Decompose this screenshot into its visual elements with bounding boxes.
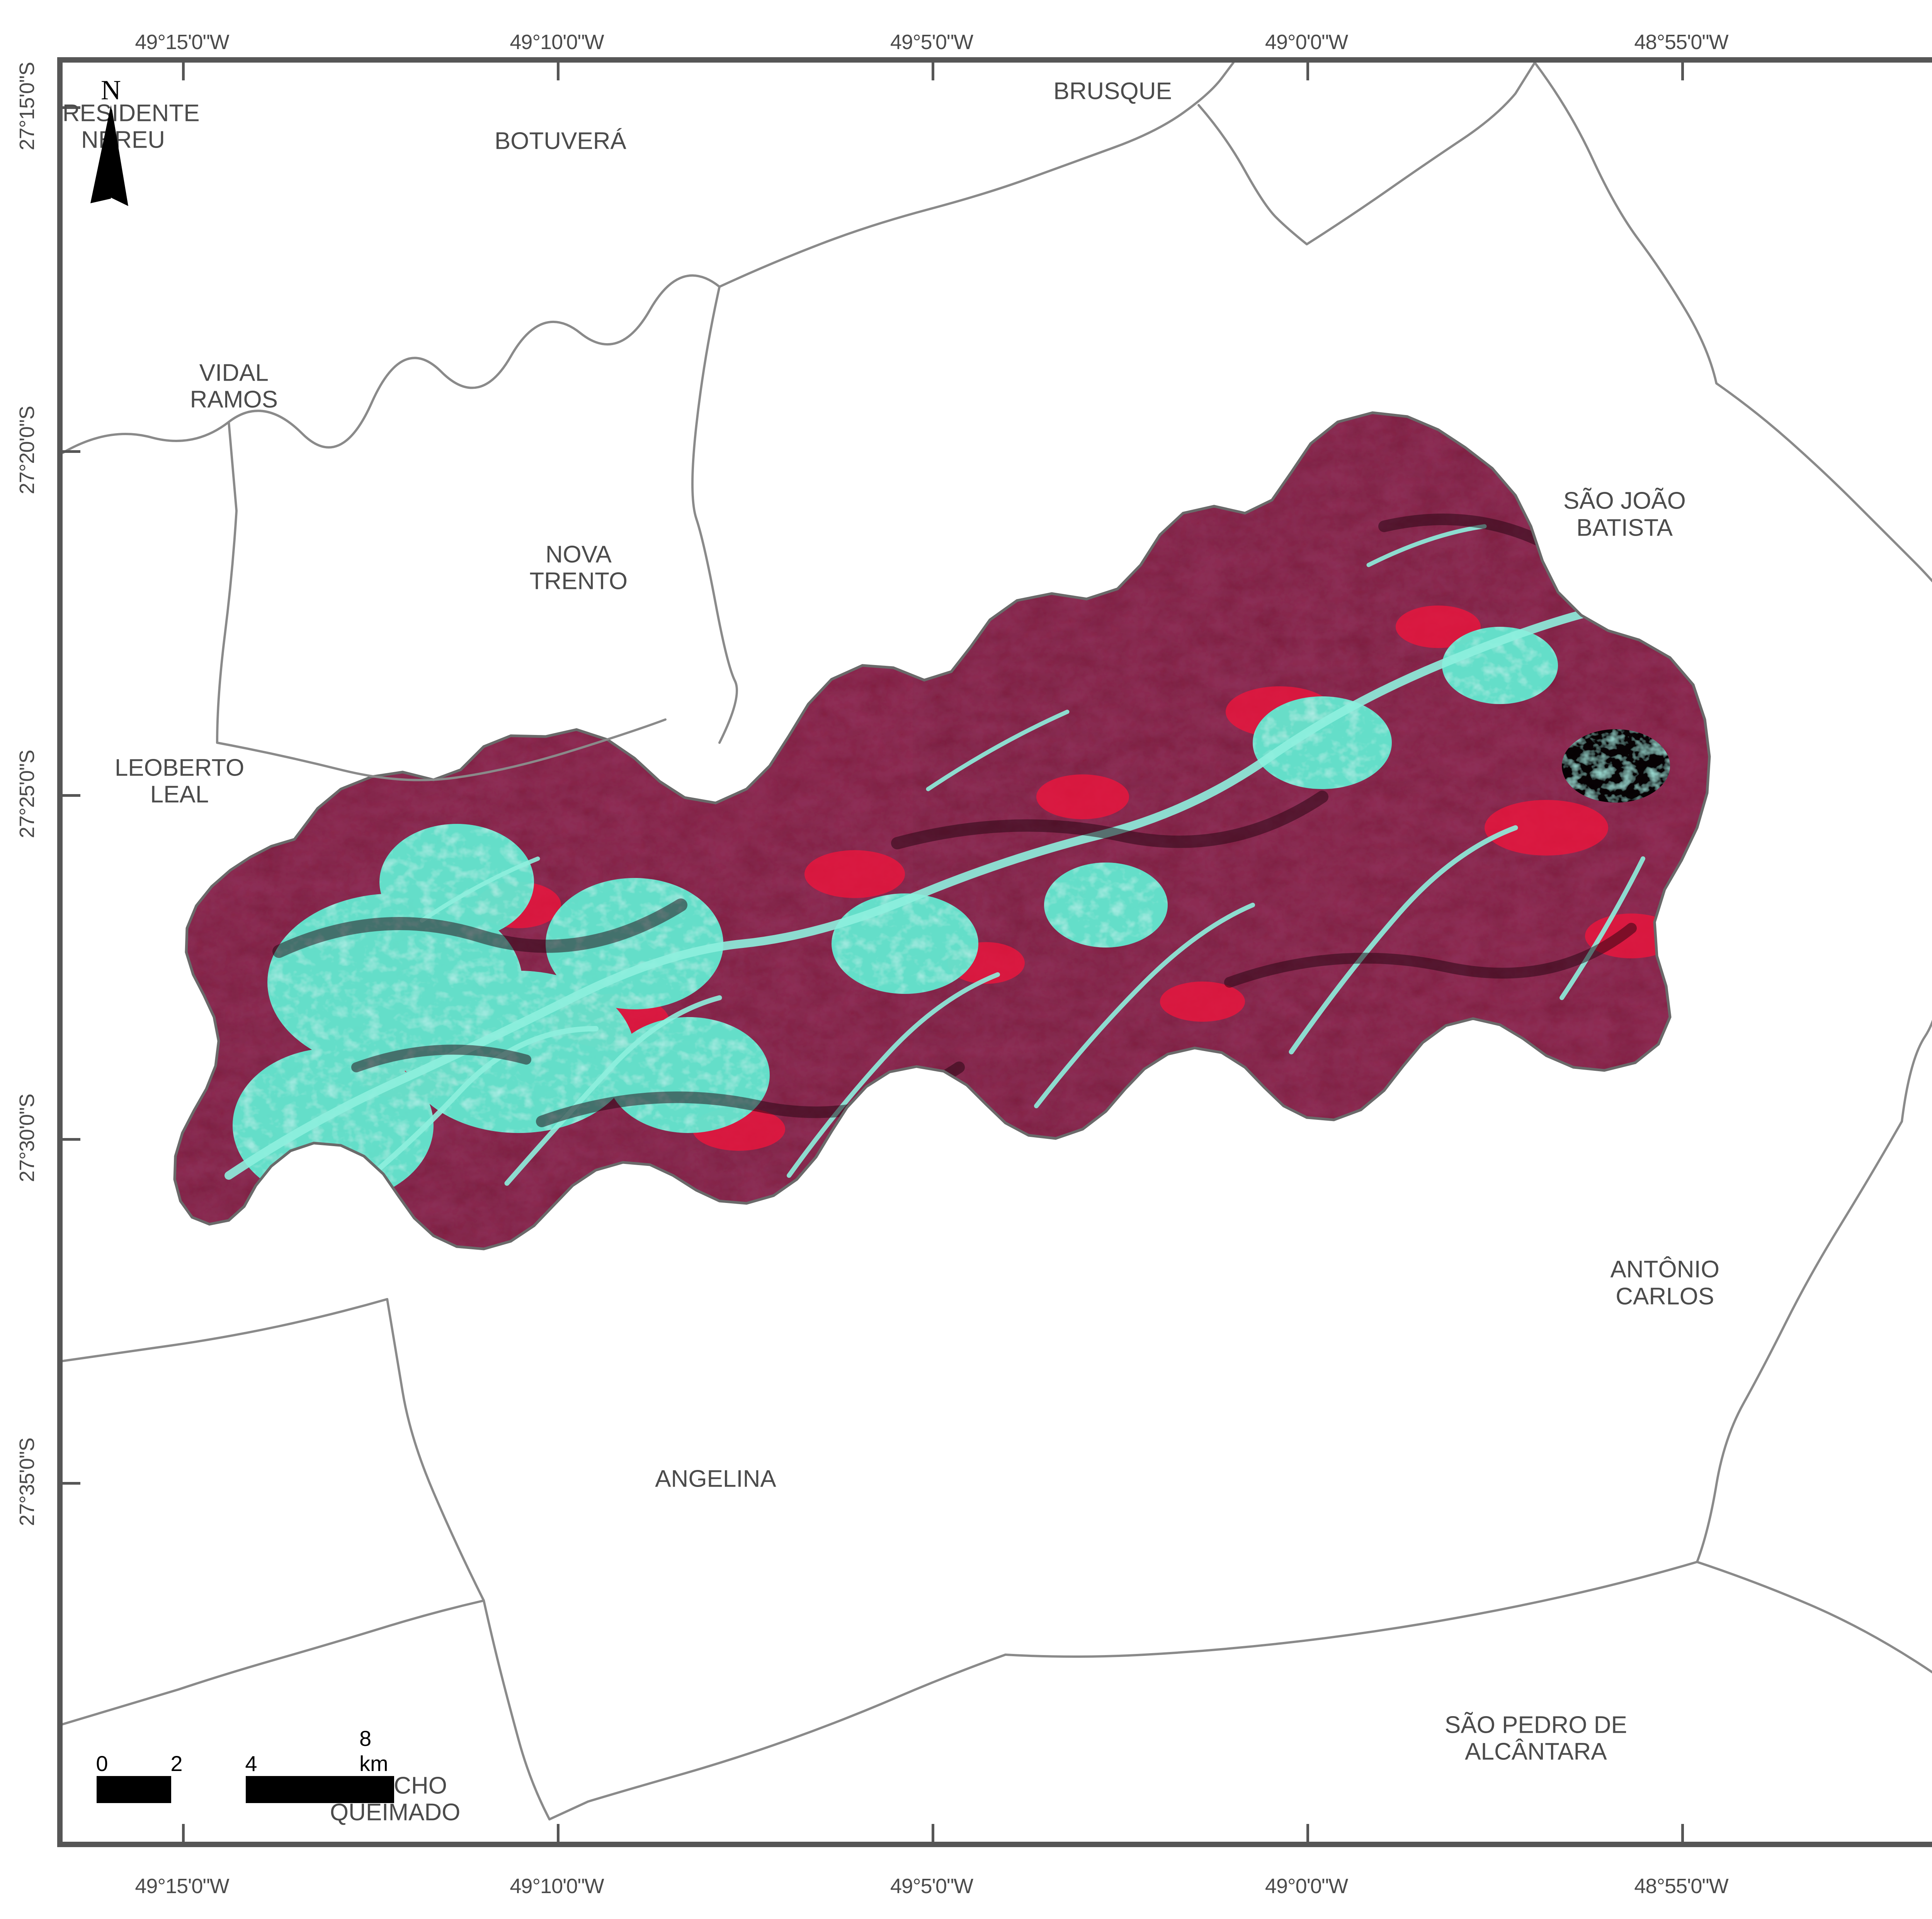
latitude-label-3: 27°25'0"S xyxy=(15,750,39,839)
latitude-label-4: 27°30'0"S xyxy=(15,1094,39,1182)
graticule-tick-left xyxy=(63,1482,80,1485)
longitude-label-top-2: 49°10'0"W xyxy=(510,31,604,54)
satellite-raster xyxy=(63,63,1932,1842)
graticule-tick-bottom xyxy=(932,1824,934,1842)
graticule-tick-bottom xyxy=(1306,1824,1309,1842)
longitude-label-bottom-4: 49°0'0"W xyxy=(1265,1875,1348,1898)
scale-bar-label-4: 4 xyxy=(245,1751,257,1776)
north-arrow-glyph xyxy=(90,105,128,206)
graticule-tick-top xyxy=(182,63,185,80)
graticule-tick-top xyxy=(557,63,560,80)
map-frame: PRESIDENTE NEREU BOTUVERÁ BRUSQUE VIDAL … xyxy=(57,57,1932,1847)
scale-bar-label-0: 0 xyxy=(96,1751,108,1776)
latitude-label-1: 27°15'0"S xyxy=(15,62,39,151)
municipal-boundary-lines xyxy=(63,63,1932,1820)
graticule-tick-left xyxy=(63,450,80,453)
scale-bar-label-8km: 8 km xyxy=(359,1726,388,1776)
graticule-tick-bottom xyxy=(1681,1824,1684,1842)
scale-bar: 0 2 4 8 km xyxy=(96,1726,429,1803)
longitude-label-bottom-5: 48°55'0"W xyxy=(1634,1875,1728,1898)
graticule-tick-bottom xyxy=(557,1824,560,1842)
scale-bar-labels: 0 2 4 8 km xyxy=(96,1726,429,1776)
scale-bar-segment-2 xyxy=(171,1776,246,1803)
longitude-label-top-4: 49°0'0"W xyxy=(1265,31,1348,54)
longitude-label-bottom-1: 49°15'0"W xyxy=(135,1875,229,1898)
scale-bar-graphic xyxy=(97,1776,394,1803)
longitude-label-bottom-3: 49°5'0"W xyxy=(890,1875,973,1898)
graticule-tick-left xyxy=(63,794,80,797)
scale-bar-segment-1 xyxy=(97,1776,171,1803)
north-arrow: N xyxy=(78,74,144,206)
longitude-label-top-1: 49°15'0"W xyxy=(135,31,229,54)
north-arrow-letter: N xyxy=(101,75,121,105)
graticule-tick-top xyxy=(1681,63,1684,80)
latitude-label-2: 27°20'0"S xyxy=(15,406,39,495)
graticule-tick-top xyxy=(932,63,934,80)
graticule-tick-left xyxy=(63,1138,80,1141)
longitude-label-top-5: 48°55'0"W xyxy=(1634,31,1728,54)
scale-bar-segment-3 xyxy=(246,1776,394,1803)
municipality-outline xyxy=(173,411,1711,1250)
graticule-tick-top xyxy=(1306,63,1309,80)
graticule-tick-left xyxy=(63,106,80,109)
latitude-label-5: 27°35'0"S xyxy=(15,1438,39,1526)
raster-svg xyxy=(173,411,1711,1250)
longitude-label-top-3: 49°5'0"W xyxy=(890,31,973,54)
longitude-label-bottom-2: 49°10'0"W xyxy=(510,1875,604,1898)
scale-bar-label-2: 2 xyxy=(170,1751,183,1776)
graticule-tick-bottom xyxy=(182,1824,185,1842)
